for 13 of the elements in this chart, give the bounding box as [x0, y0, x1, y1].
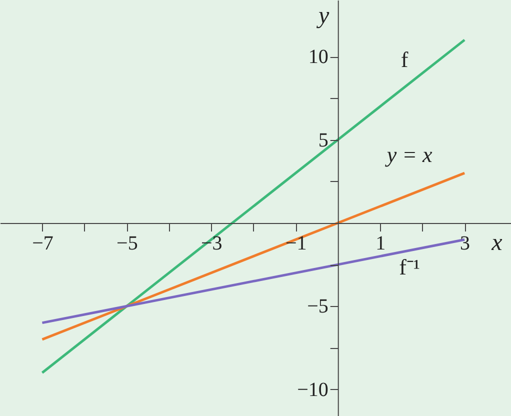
x-tick-label: −5	[116, 232, 138, 254]
series-label: f⁻¹	[399, 254, 420, 280]
x-tick-label: −7	[32, 232, 54, 254]
series-label: f	[400, 46, 409, 72]
x-tick-label: 1	[376, 232, 386, 254]
y-tick-label: −10	[297, 378, 328, 401]
x-axis-title: x	[490, 230, 503, 256]
y-tick-label: 5	[318, 129, 328, 152]
y-tick-label: 10	[308, 46, 328, 68]
series-label: y = x	[384, 142, 432, 168]
y-axis-title: y	[316, 3, 330, 29]
y-tick-label: −5	[307, 296, 328, 318]
x-tick-label: 3	[460, 232, 470, 254]
